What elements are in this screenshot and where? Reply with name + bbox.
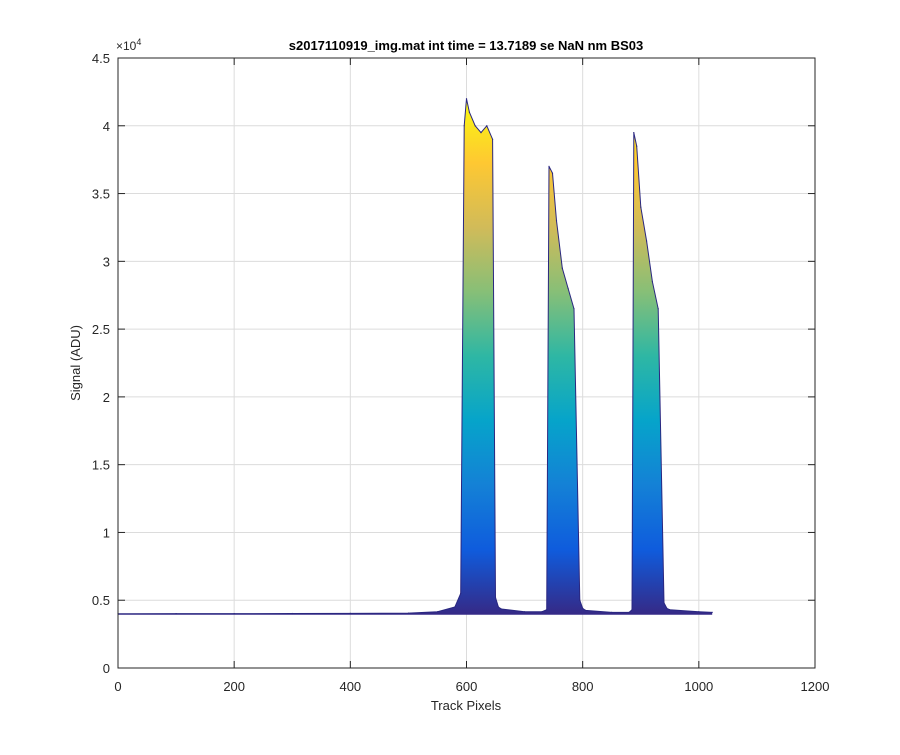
data-point — [233, 613, 235, 615]
x-tick-label: 1000 — [684, 679, 713, 694]
y-tick-label: 2 — [103, 390, 110, 405]
x-tick-label: 1200 — [801, 679, 830, 694]
signal-area — [118, 98, 713, 615]
y-tick-label: 3 — [103, 254, 110, 269]
data-point — [711, 611, 713, 614]
y-tick-label: 1.5 — [92, 458, 110, 473]
data-point — [541, 611, 543, 613]
data-point — [463, 125, 465, 127]
data-point — [657, 308, 659, 310]
data-point — [480, 132, 482, 134]
data-point — [640, 206, 642, 208]
data-point — [460, 592, 462, 595]
data-point — [663, 602, 665, 604]
y-tick-label: 1 — [103, 525, 110, 540]
data-point — [474, 125, 476, 127]
data-point — [551, 172, 554, 174]
y-tick-label: 3.5 — [92, 187, 110, 202]
data-point — [546, 609, 548, 611]
data-point — [561, 267, 563, 269]
data-point — [500, 608, 502, 610]
x-axis-label: Track Pixels — [431, 698, 502, 713]
data-point — [666, 607, 668, 610]
y-exponent-label: ×104 — [116, 37, 141, 53]
y-tick-label: 4 — [103, 119, 110, 134]
chart-title: s2017110919_img.mat int time = 13.7189 s… — [289, 38, 643, 53]
data-point — [291, 612, 293, 615]
data-point — [468, 111, 470, 113]
data-point — [636, 145, 638, 147]
data-point — [454, 606, 456, 608]
y-axis-label: Signal (ADU) — [68, 325, 83, 401]
data-point — [349, 612, 351, 615]
data-point — [698, 611, 700, 613]
x-tick-label: 600 — [456, 679, 478, 694]
data-point — [573, 308, 575, 310]
x-tick-label: 0 — [114, 679, 121, 694]
data-point — [497, 606, 499, 608]
data-point — [175, 613, 177, 615]
data-point — [465, 98, 468, 100]
y-exponent-power: 4 — [136, 37, 141, 47]
data-point — [631, 609, 633, 611]
ticks — [117, 57, 816, 669]
data-point — [669, 609, 671, 611]
data-point — [579, 599, 581, 601]
x-tick-label: 400 — [339, 679, 361, 694]
y-tick-labels: 0 0.5 1 1.5 2 2.5 3 3.5 4 4.5 — [92, 51, 110, 676]
data-point — [555, 220, 558, 222]
x-tick-label: 800 — [572, 679, 594, 694]
data-point — [633, 132, 635, 134]
data-point — [492, 138, 494, 140]
data-point — [628, 611, 630, 614]
y-tick-label: 4.5 — [92, 51, 110, 66]
y-tick-label: 0.5 — [92, 593, 110, 608]
data-point — [567, 287, 569, 289]
data-point — [494, 596, 497, 599]
y-tick-label: 0 — [103, 661, 110, 676]
data-point — [646, 240, 648, 242]
data-point — [407, 612, 409, 614]
data-point — [524, 611, 526, 613]
data-point — [486, 125, 488, 127]
x-tick-label: 200 — [223, 679, 245, 694]
data-point — [548, 165, 550, 167]
data-point — [436, 611, 439, 613]
data-point — [651, 281, 654, 283]
data-point — [611, 611, 613, 614]
x-tick-labels: 0 200 400 600 800 1000 1200 — [114, 679, 829, 694]
y-tick-label: 2.5 — [92, 322, 110, 337]
data-point — [585, 609, 587, 612]
data-point — [582, 607, 584, 610]
data-layer — [117, 98, 713, 615]
